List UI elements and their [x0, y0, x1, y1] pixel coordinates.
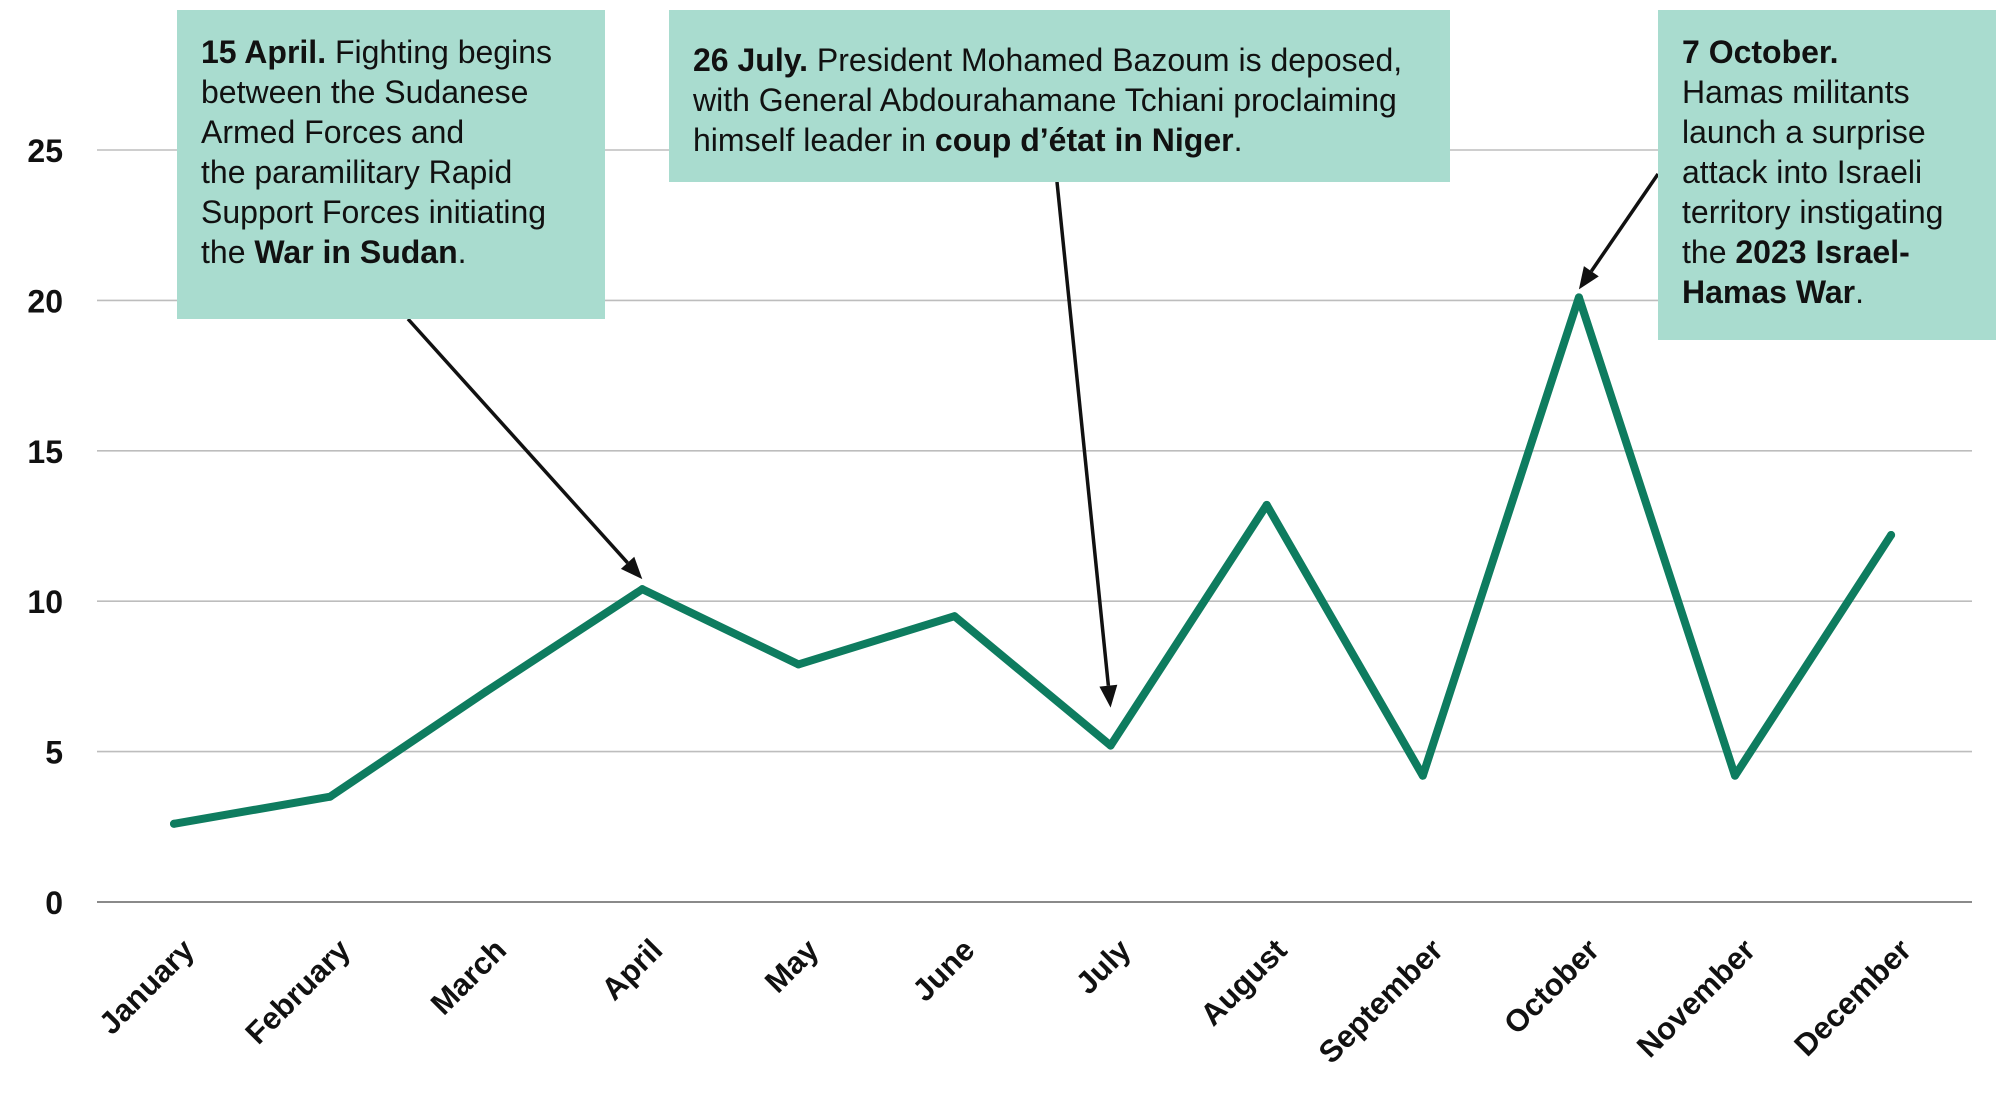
annotation-line: the 2023 Israel- — [1682, 232, 1972, 272]
annotation-line: Support Forces initiating — [201, 192, 581, 232]
annotation-line: Hamas militants — [1682, 72, 1972, 112]
annotation-text: Armed Forces and — [201, 114, 465, 150]
annotation-text: Hamas War — [1682, 274, 1856, 310]
x-tick-label: February — [238, 932, 357, 1051]
annotation-text: 2023 Israel- — [1735, 234, 1910, 270]
y-tick-label: 10 — [27, 584, 63, 620]
x-tick-label: April — [595, 932, 670, 1007]
annotation-text: launch a surprise — [1682, 114, 1926, 150]
annotation-text: between the Sudanese — [201, 74, 529, 110]
x-tick-label: May — [758, 932, 826, 1000]
annotation-line: between the Sudanese — [201, 72, 581, 112]
annotation-text: the — [201, 234, 255, 270]
annotation-text: 26 July. — [693, 42, 809, 78]
annotation-july: 26 July. President Mohamed Bazoum is dep… — [669, 10, 1450, 182]
annotation-arrow-july — [1055, 181, 1111, 686]
y-tick-label: 0 — [45, 885, 63, 921]
annotation-text: attack into Israeli — [1682, 154, 1923, 190]
annotation-text: 7 October. — [1682, 34, 1839, 70]
annotation-arrow-october — [1589, 173, 1660, 273]
annotation-text: with General Abdourahamane Tchiani procl… — [693, 82, 1397, 118]
annotation-text: . — [457, 234, 467, 270]
annotation-text: President Mohamed Bazoum is deposed, — [808, 42, 1403, 78]
y-tick-label: 15 — [27, 434, 63, 470]
y-tick-label: 20 — [27, 283, 63, 319]
annotation-text: War in Sudan — [254, 234, 458, 270]
x-tick-label: January — [92, 932, 201, 1041]
arrow-head-icon — [620, 556, 643, 580]
annotation-line: attack into Israeli — [1682, 152, 1972, 192]
annotation-text: territory instigating — [1682, 194, 1944, 230]
data-point — [1262, 500, 1271, 509]
x-tick-label: August — [1193, 932, 1293, 1032]
data-point — [1731, 771, 1739, 780]
annotation-line: launch a surprise — [1682, 112, 1972, 152]
annotation-line: 15 April. Fighting begins — [201, 32, 581, 72]
annotation-arrows — [406, 173, 1660, 708]
annotation-arrow-april — [406, 317, 629, 564]
annotation-april: 15 April. Fighting begins between the Sud… — [177, 10, 605, 319]
annotation-text: Support Forces initiating — [201, 194, 547, 230]
data-point — [1106, 741, 1115, 750]
y-tick-label: 25 — [27, 133, 63, 169]
data-point — [170, 819, 178, 828]
annotation-october: 7 October. Hamas militants launch a surpri… — [1658, 10, 1996, 340]
annotation-line: with General Abdourahamane Tchiani procl… — [693, 80, 1426, 120]
x-tick-label: March — [424, 932, 513, 1021]
y-axis-ticks: 0 5 10 15 20 25 — [27, 133, 63, 921]
data-point — [1887, 531, 1896, 540]
x-tick-label: November — [1630, 932, 1762, 1064]
annotation-line: himself leader in coup d’état in Niger. — [693, 120, 1426, 160]
series — [170, 293, 1896, 828]
data-point — [950, 612, 959, 621]
x-axis-ticks: January February March April May June July Augu… — [92, 932, 1918, 1071]
x-tick-label: June — [906, 932, 982, 1008]
annotation-line: Armed Forces and — [201, 112, 581, 152]
x-tick-label: September — [1312, 932, 1450, 1070]
arrow-head-icon — [1099, 684, 1118, 708]
annotation-text: Hamas militants — [1682, 74, 1910, 110]
annotation-text: 15 April. — [201, 34, 327, 70]
annotation-text: . — [1855, 274, 1864, 310]
data-point — [1574, 293, 1583, 302]
annotation-line: the War in Sudan. — [201, 232, 581, 272]
annotation-text: the paramilitary Rapid — [201, 154, 513, 190]
annotation-line: territory instigating — [1682, 192, 1972, 232]
data-point — [1418, 771, 1427, 780]
annotation-text: Fighting begins — [326, 34, 552, 70]
x-tick-label: December — [1787, 932, 1918, 1063]
y-tick-label: 5 — [45, 735, 63, 771]
annotation-text: the — [1682, 234, 1736, 270]
annotation-line: 7 October. — [1682, 32, 1972, 72]
annotation-text: . — [1233, 122, 1243, 158]
data-point — [638, 585, 647, 594]
annotation-text: himself leader in — [693, 122, 935, 158]
annotation-line: the paramilitary Rapid — [201, 152, 581, 192]
data-point — [794, 660, 803, 669]
annotation-line: Hamas War. — [1682, 272, 1972, 312]
arrow-head-icon — [1578, 266, 1599, 290]
data-point — [482, 687, 491, 696]
series-line — [170, 293, 1896, 828]
x-tick-label: October — [1497, 932, 1606, 1041]
data-point — [326, 792, 335, 801]
x-tick-label: July — [1069, 932, 1138, 1001]
annotation-text: coup d’état in Niger — [934, 122, 1234, 158]
annotation-line: 26 July. President Mohamed Bazoum is dep… — [693, 40, 1426, 80]
